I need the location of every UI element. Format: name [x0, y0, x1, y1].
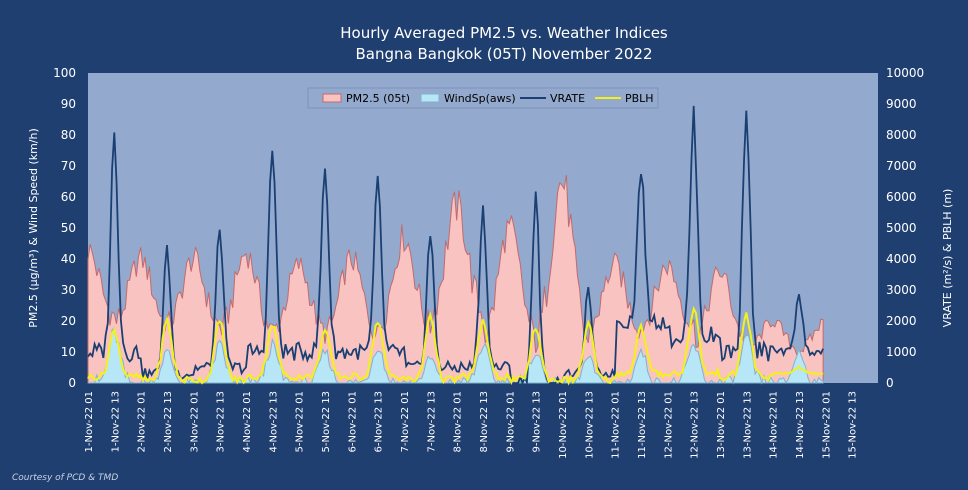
- x-tick-label: 4-Nov-22 01: [242, 391, 253, 452]
- x-tick-label: 9-Nov-22 01: [505, 391, 516, 452]
- series-vrate-line: [87, 105, 824, 386]
- chart-title-line-2: Bangna Bangkok (05T) November 2022: [356, 45, 653, 63]
- x-tick-label: 11-Nov-22 13: [637, 391, 648, 459]
- x-tick-label: 6-Nov-22 01: [347, 391, 358, 452]
- x-tick-label: 15-Nov-22 13: [848, 391, 859, 459]
- x-tick-label: 8-Nov-22 01: [453, 391, 464, 452]
- legend: PM2.5 (05t) WindSp(aws) VRATE PBLH: [307, 87, 659, 109]
- x-tick-label: 6-Nov-22 13: [374, 391, 385, 452]
- x-tick-label: 9-Nov-22 13: [532, 391, 543, 452]
- x-tick-label: 15-Nov-22 01: [821, 391, 832, 459]
- y-left-tick-label: 80: [61, 128, 76, 142]
- x-tick-label: 2-Nov-22 01: [137, 391, 148, 452]
- line-layer: [87, 105, 824, 386]
- x-tick-label: 7-Nov-22 13: [426, 391, 437, 452]
- y-right-tick-label: 2000: [886, 314, 917, 328]
- y-left-tick-label: 70: [61, 159, 76, 173]
- credit-text: Courtesy of PCD & TMD: [12, 473, 118, 483]
- y-left-tick-label: 0: [68, 376, 76, 390]
- x-tick-label: 14-Nov-22 13: [795, 391, 806, 459]
- y-left-tick-label: 90: [61, 97, 76, 111]
- x-tick-label: 11-Nov-22 01: [611, 391, 622, 459]
- x-tick-label: 10-Nov-22 01: [558, 391, 569, 459]
- legend-label-pm25: PM2.5 (05t): [346, 92, 410, 105]
- y-right-tick-label: 3000: [886, 283, 917, 297]
- y-right-tick-label: 10000: [886, 66, 924, 80]
- legend-label-vrate: VRATE: [550, 92, 585, 105]
- x-tick-label: 13-Nov-22 01: [716, 391, 727, 459]
- y-right-tick-label: 5000: [886, 221, 917, 235]
- y-left-tick-label: 40: [61, 252, 76, 266]
- y-right-tick-label: 6000: [886, 190, 917, 204]
- x-tick-label: 12-Nov-22 01: [663, 391, 674, 459]
- y-left-tick-label: 30: [61, 283, 76, 297]
- legend-swatch-wind: [420, 93, 440, 103]
- y-right-tick-label: 7000: [886, 159, 917, 173]
- y-axis-left-title: PM2.5 (µg/m³) & Wind Speed (km/h): [27, 128, 40, 328]
- x-tick-label: 7-Nov-22 01: [400, 391, 411, 452]
- axes-layer: 0102030405060708090100010002000300040005…: [53, 66, 924, 459]
- x-tick-label: 10-Nov-22 13: [584, 391, 595, 459]
- x-tick-label: 1-Nov-22 13: [110, 391, 121, 452]
- x-tick-label: 2-Nov-22 13: [163, 391, 174, 452]
- legend-box: [307, 87, 659, 109]
- x-tick-label: 3-Nov-22 01: [189, 391, 200, 452]
- x-tick-label: 12-Nov-22 13: [690, 391, 701, 459]
- y-right-tick-label: 8000: [886, 128, 917, 142]
- x-tick-label: 1-Nov-22 01: [84, 391, 95, 452]
- series-pblh-line: [87, 305, 824, 386]
- x-tick-label: 14-Nov-22 01: [769, 391, 780, 459]
- pm25-area-layer: [87, 175, 824, 384]
- x-tick-label: 5-Nov-22 13: [321, 391, 332, 452]
- y-right-tick-label: 4000: [886, 252, 917, 266]
- y-axis-right-title: VRATE (m²/s) & PBLH (m): [941, 189, 954, 328]
- y-left-tick-label: 10: [61, 345, 76, 359]
- y-left-tick-label: 20: [61, 314, 76, 328]
- x-tick-label: 4-Nov-22 13: [268, 391, 279, 452]
- legend-label-wind: WindSp(aws): [444, 92, 516, 105]
- x-tick-label: 5-Nov-22 01: [295, 391, 306, 452]
- y-left-tick-label: 60: [61, 190, 76, 204]
- legend-swatch-pm25: [322, 93, 342, 103]
- series-pm25-area: [87, 175, 824, 384]
- x-tick-label: 3-Nov-22 13: [216, 391, 227, 452]
- y-right-tick-label: 9000: [886, 97, 917, 111]
- y-right-tick-label: 1000: [886, 345, 917, 359]
- legend-label-pblh: PBLH: [625, 92, 654, 105]
- x-tick-label: 8-Nov-22 13: [479, 391, 490, 452]
- chart-title-line-1: Hourly Averaged PM2.5 vs. Weather Indice…: [340, 24, 668, 42]
- y-right-tick-label: 0: [886, 376, 894, 390]
- x-tick-label: 13-Nov-22 13: [742, 391, 753, 459]
- y-left-tick-label: 100: [53, 66, 76, 80]
- y-left-tick-label: 50: [61, 221, 76, 235]
